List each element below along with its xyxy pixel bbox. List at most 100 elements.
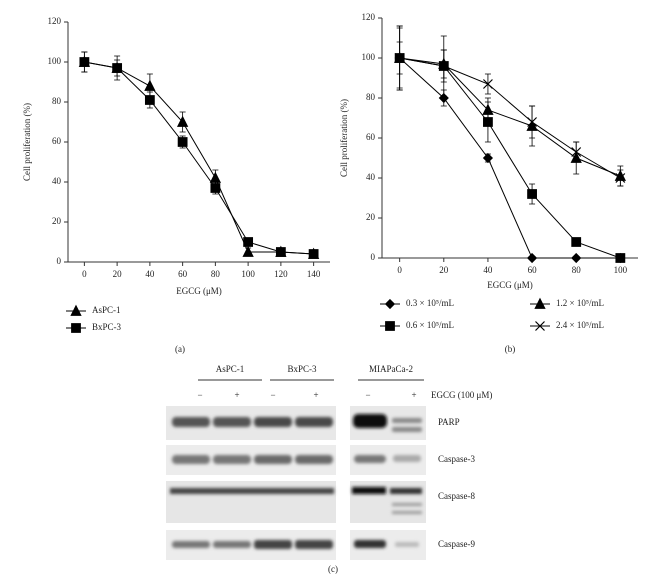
marker	[615, 173, 626, 183]
marker	[571, 237, 582, 247]
marker	[243, 237, 254, 247]
band	[352, 487, 386, 494]
series-line	[399, 57, 621, 259]
y-tick-label: 100	[362, 52, 376, 62]
band	[392, 503, 422, 506]
x-axis-label: EGCG (μM)	[487, 280, 533, 290]
x-tick-label: 40	[483, 265, 493, 275]
y-tick-label: 120	[362, 12, 376, 22]
marker	[210, 183, 221, 193]
x-tick-label: 80	[211, 269, 221, 279]
marker	[144, 95, 155, 105]
protein-label: PARP	[438, 417, 460, 427]
legend-label: 2.4 × 10⁵/mL	[556, 320, 604, 330]
marker	[275, 247, 286, 257]
y-tick-label: 40	[52, 176, 62, 186]
y-tick-label: 40	[366, 172, 376, 182]
x-tick-label: 140	[307, 269, 321, 279]
band	[390, 488, 422, 494]
y-tick-label: 20	[52, 216, 62, 226]
x-tick-label: 60	[528, 265, 538, 275]
band	[354, 540, 386, 548]
marker	[308, 249, 319, 259]
protein-label: Caspase-3	[438, 454, 475, 464]
legend-item: 0.3 × 10⁵/mL	[380, 298, 454, 310]
treatment-sign: +	[313, 390, 318, 400]
marker	[394, 53, 405, 63]
legend-label: AsPC-1	[92, 305, 121, 315]
marker	[527, 252, 538, 264]
legend-item: 0.6 × 10⁵/mL	[380, 320, 454, 331]
legend-label: 1.2 × 10⁵/mL	[556, 298, 604, 308]
legend-item: AsPC-1	[66, 304, 121, 316]
band	[392, 427, 422, 432]
treatment-sign: −	[270, 390, 275, 400]
y-tick-label: 0	[57, 256, 62, 266]
marker	[176, 115, 189, 127]
y-tick-label: 60	[366, 132, 376, 142]
band	[254, 540, 292, 549]
blot-strip	[166, 481, 336, 523]
y-axis-label: Cell proliferation (%)	[339, 99, 349, 177]
band	[295, 455, 333, 464]
marker	[483, 79, 493, 89]
treatment-sign: −	[365, 390, 370, 400]
band	[393, 455, 421, 462]
panel-label: (c)	[328, 564, 338, 574]
series-line	[84, 61, 314, 255]
x-tick-label: 100	[614, 265, 628, 275]
panel-label: (b)	[505, 344, 516, 354]
x-tick-label: 120	[274, 269, 288, 279]
marker	[527, 117, 537, 127]
legend-label: 0.3 × 10⁵/mL	[406, 298, 454, 308]
marker	[112, 63, 123, 73]
marker	[615, 253, 626, 263]
marker	[534, 297, 546, 309]
marker	[144, 79, 156, 91]
y-tick-label: 80	[52, 96, 62, 106]
marker	[385, 321, 395, 331]
cell-line-label: MIAPaCa-2	[369, 364, 413, 374]
x-tick-label: 40	[145, 269, 155, 279]
x-tick-label: 80	[572, 265, 582, 275]
legend-item: 2.4 × 10⁵/mL	[530, 320, 604, 331]
y-tick-label: 100	[48, 56, 62, 66]
band	[392, 511, 422, 514]
x-tick-label: 0	[82, 269, 87, 279]
y-tick-label: 0	[371, 252, 376, 262]
marker	[482, 152, 493, 164]
protein-label: Caspase-8	[438, 491, 475, 501]
band	[295, 540, 333, 549]
x-tick-label: 60	[178, 269, 188, 279]
series-line	[399, 57, 621, 179]
x-tick-label: 100	[241, 269, 255, 279]
band	[172, 455, 210, 464]
band	[213, 455, 251, 464]
bands	[170, 414, 422, 549]
legend-item: 1.2 × 10⁵/mL	[530, 297, 604, 309]
y-tick-label: 80	[366, 92, 376, 102]
legend-label: BxPC-3	[92, 322, 122, 332]
band	[170, 488, 334, 494]
x-tick-label: 0	[397, 265, 402, 275]
y-tick-label: 60	[52, 136, 62, 146]
x-tick-label: 20	[439, 265, 449, 275]
marker	[384, 298, 396, 310]
band	[172, 541, 210, 548]
y-tick-label: 20	[366, 212, 376, 222]
blot-images	[166, 379, 426, 560]
band	[295, 417, 333, 427]
y-axis-label: Cell proliferation (%)	[22, 103, 32, 181]
panel-label: (a)	[175, 344, 185, 354]
cell-line-label: BxPC-3	[287, 364, 317, 374]
marker	[535, 321, 545, 331]
x-tick-label: 20	[113, 269, 123, 279]
marker	[571, 252, 582, 264]
band	[213, 417, 251, 427]
band	[254, 417, 292, 427]
series-line	[84, 61, 314, 255]
legend-label: 0.6 × 10⁵/mL	[406, 320, 454, 330]
band	[353, 414, 387, 428]
marker	[209, 171, 222, 183]
marker	[482, 103, 494, 115]
